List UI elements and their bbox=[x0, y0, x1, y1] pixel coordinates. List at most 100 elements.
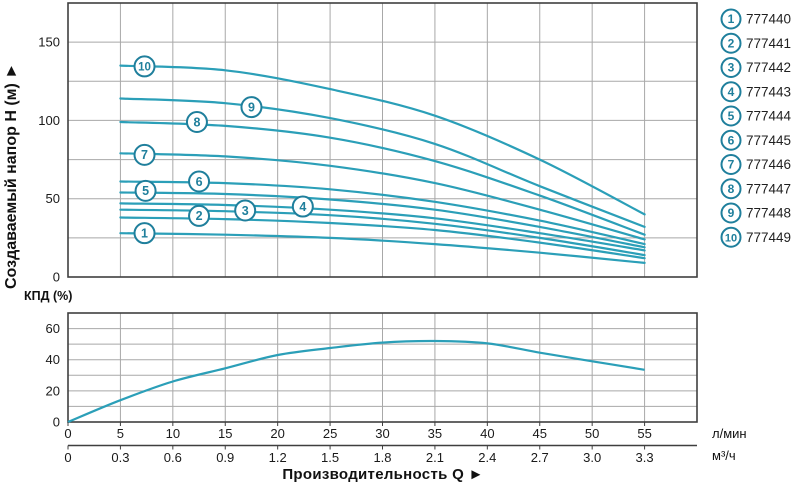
curve-label-circle bbox=[234, 199, 257, 222]
pump-curve-5 bbox=[119, 191, 646, 249]
curve-label-circle bbox=[240, 96, 263, 119]
curve-label-3: 3 bbox=[234, 199, 257, 222]
head-y-tick: 0 bbox=[53, 270, 60, 285]
legend-number-circle bbox=[720, 129, 742, 151]
curve-label-6: 6 bbox=[188, 170, 211, 193]
y-axis-title: Создаваемый напор Н (м) ► bbox=[3, 62, 20, 289]
legend-number-circle bbox=[720, 57, 742, 78]
legend: 1 777440 2 777441 3 777442 4 777443 5 777444 6 7774… bbox=[720, 8, 792, 248]
legend-model: 777442 bbox=[746, 60, 791, 75]
x-tick-lmin: 10 bbox=[166, 426, 180, 441]
curve-label-1: 1 bbox=[133, 222, 156, 245]
curve-label-9: 9 bbox=[240, 96, 263, 119]
unit-m3-h: м³/ч bbox=[712, 448, 736, 463]
curve-label-4: 4 bbox=[291, 195, 314, 218]
legend-item: 7 777446 bbox=[720, 154, 791, 175]
curve-label-number: 10 bbox=[138, 62, 151, 74]
legend-number: 9 bbox=[728, 206, 735, 220]
eff-y-tick: 60 bbox=[46, 321, 60, 336]
x-tick-m3h: 0.9 bbox=[216, 450, 234, 465]
curve-label-7: 7 bbox=[133, 143, 156, 166]
curve-label-number: 1 bbox=[141, 226, 148, 240]
pump-curve-10 bbox=[119, 64, 646, 216]
legend-model: 777446 bbox=[746, 157, 791, 172]
eff-y-tick: 0 bbox=[53, 415, 60, 430]
legend-number: 10 bbox=[725, 232, 737, 244]
legend-number: 3 bbox=[728, 61, 735, 75]
legend-number-circle bbox=[720, 202, 742, 224]
legend-number-circle bbox=[720, 81, 742, 103]
pump-curve-2 bbox=[119, 216, 646, 260]
legend-model: 777443 bbox=[746, 84, 791, 99]
curve-label-10: 10 bbox=[133, 55, 156, 78]
legend-model: 777444 bbox=[746, 109, 792, 124]
curve-label-number: 7 bbox=[141, 148, 148, 162]
legend-item: 2 777441 bbox=[720, 32, 791, 54]
efficiency-axis-title: КПД (%) bbox=[24, 289, 73, 303]
curve-label-circle bbox=[291, 195, 314, 218]
curve-label-circle bbox=[133, 222, 156, 245]
pump-curve-7 bbox=[119, 152, 646, 241]
x-axis-title: Производительность Q ► bbox=[282, 466, 484, 483]
legend-model: 777447 bbox=[746, 181, 791, 196]
legend-number-circle bbox=[720, 32, 742, 54]
x-tick-m3h: 1.2 bbox=[269, 450, 287, 465]
head-y-tick: 150 bbox=[38, 35, 60, 50]
legend-item: 8 777447 bbox=[720, 178, 791, 200]
curve-label-number: 8 bbox=[193, 115, 200, 129]
legend-item: 10 777449 bbox=[720, 226, 791, 248]
legend-number: 4 bbox=[728, 85, 735, 99]
legend-item: 4 777443 bbox=[720, 81, 791, 103]
curve-label-number: 2 bbox=[196, 209, 203, 223]
curve-label-number: 6 bbox=[196, 175, 203, 189]
curve-label-2: 2 bbox=[188, 204, 211, 227]
pump-curve-4 bbox=[119, 202, 646, 252]
legend-number: 7 bbox=[728, 158, 735, 172]
eff-y-tick: 40 bbox=[46, 352, 60, 367]
x-tick-m3h: 1.8 bbox=[373, 450, 391, 465]
legend-item: 1 777440 bbox=[720, 8, 791, 30]
curve-label-circle bbox=[188, 204, 211, 227]
x-tick-lmin: 55 bbox=[637, 426, 651, 441]
legend-model: 777448 bbox=[746, 206, 791, 221]
x-tick-lmin: 15 bbox=[218, 426, 232, 441]
x-tick-m3h: 2.4 bbox=[478, 450, 496, 465]
efficiency-curve bbox=[67, 339, 645, 424]
curve-label-number: 5 bbox=[142, 184, 149, 198]
legend-model: 777441 bbox=[746, 36, 791, 51]
x-tick-lmin: 50 bbox=[585, 426, 599, 441]
head-y-tick: 50 bbox=[46, 191, 60, 206]
legend-number: 2 bbox=[728, 36, 735, 50]
efficiency-chart-grid bbox=[67, 312, 698, 423]
curve-label-circle bbox=[134, 179, 157, 202]
pump-curve-9 bbox=[119, 97, 646, 228]
pump-curve-8 bbox=[119, 120, 646, 236]
legend-number-circle bbox=[720, 226, 742, 248]
pump-curve-3 bbox=[119, 208, 646, 257]
curve-label-circle bbox=[133, 143, 156, 166]
legend-number: 5 bbox=[728, 109, 735, 123]
x-tick-m3h: 1.5 bbox=[321, 450, 339, 465]
x-tick-lmin: 45 bbox=[533, 426, 547, 441]
x-tick-lmin: 5 bbox=[117, 426, 124, 441]
x-tick-lmin: 30 bbox=[375, 426, 389, 441]
x-tick-m3h: 2.7 bbox=[531, 450, 549, 465]
legend-number: 6 bbox=[728, 133, 735, 147]
x-tick-m3h: 0 bbox=[64, 450, 71, 465]
legend-item: 5 777444 bbox=[720, 105, 792, 127]
eff-y-tick: 20 bbox=[46, 383, 60, 398]
x-tick-lmin: 0 bbox=[64, 426, 71, 441]
curve-label-circle bbox=[188, 170, 211, 193]
curve-label-number: 9 bbox=[248, 100, 255, 114]
x-tick-lmin: 40 bbox=[480, 426, 494, 441]
legend-number-circle bbox=[720, 8, 742, 30]
x-tick-m3h: 0.3 bbox=[111, 450, 129, 465]
legend-number-circle bbox=[720, 178, 742, 200]
pump-curve-6 bbox=[119, 180, 646, 246]
curve-label-circle bbox=[185, 110, 208, 133]
legend-item: 9 777448 bbox=[720, 202, 791, 224]
pump-curve-1 bbox=[119, 232, 646, 264]
